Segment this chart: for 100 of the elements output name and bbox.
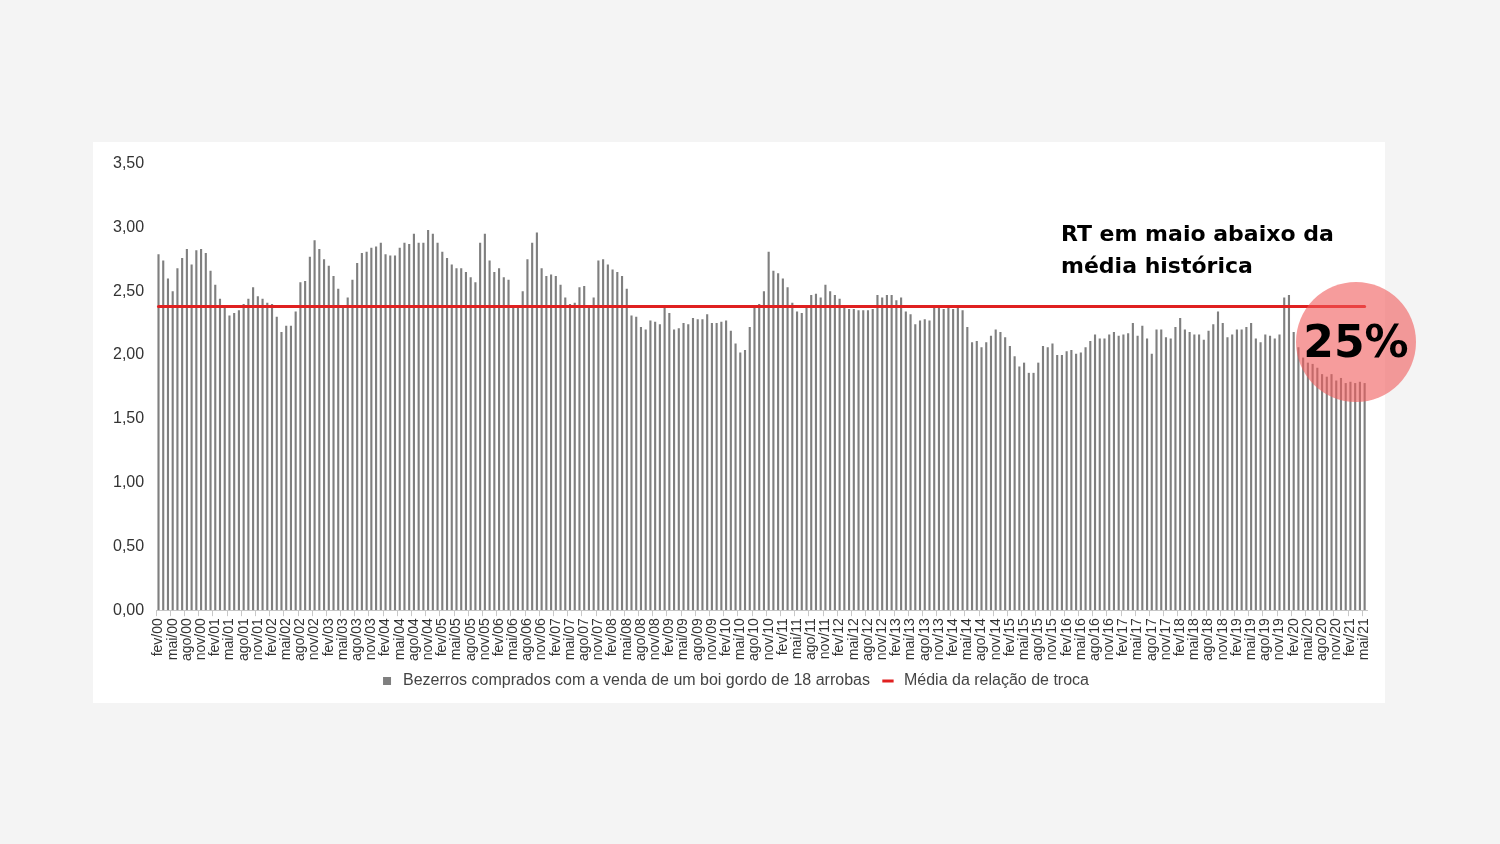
- bar: [1330, 374, 1333, 611]
- bar: [545, 275, 548, 611]
- bar: [356, 263, 359, 611]
- bar: [261, 298, 264, 611]
- bar: [1325, 376, 1328, 611]
- bar: [933, 306, 936, 611]
- x-tick-label: fev/07: [546, 617, 563, 657]
- y-tick-label: 3,00: [113, 217, 145, 235]
- bar: [436, 242, 439, 611]
- bar: [431, 233, 434, 611]
- bar: [185, 249, 188, 611]
- bar: [512, 305, 515, 611]
- bar: [673, 329, 676, 611]
- bar: [1046, 347, 1049, 611]
- bar: [606, 264, 609, 611]
- x-tick-label: ago/05: [461, 617, 478, 662]
- x-tick-label: mai/10: [731, 617, 748, 661]
- bar: [824, 284, 827, 611]
- bar: [952, 309, 955, 611]
- bar: [540, 268, 543, 611]
- x-tick-label: mai/20: [1298, 617, 1315, 661]
- bar: [587, 306, 590, 611]
- bar: [1041, 346, 1045, 611]
- bar: [483, 233, 486, 611]
- bar: [507, 279, 510, 611]
- x-tick-label: ago/15: [1029, 617, 1046, 662]
- bar: [1098, 338, 1101, 611]
- bar: [1268, 335, 1272, 611]
- x-tick-label: fev/17: [1114, 617, 1131, 657]
- bar: [630, 315, 633, 611]
- bar: [980, 347, 983, 611]
- y-tick-label: 0,00: [113, 600, 145, 618]
- bar: [833, 295, 836, 611]
- x-tick-label: fev/14: [943, 617, 960, 657]
- bar: [176, 268, 179, 611]
- bar: [762, 291, 765, 611]
- bar: [1075, 353, 1078, 611]
- bar: [498, 268, 501, 611]
- bar: [455, 268, 458, 611]
- bar: [1155, 329, 1158, 611]
- bar: [1013, 356, 1016, 611]
- bar: [739, 352, 742, 611]
- bar: [289, 325, 293, 611]
- x-tick-label: fev/13: [887, 617, 904, 657]
- bar: [1093, 334, 1097, 611]
- bar: [1287, 295, 1291, 611]
- bar: [412, 233, 415, 611]
- bar: [781, 278, 784, 611]
- y-tick-label: 3,50: [113, 154, 145, 172]
- x-tick-label: mai/02: [277, 617, 294, 661]
- bar: [1108, 334, 1111, 611]
- bar: [422, 242, 425, 611]
- x-tick-label: ago/17: [1142, 617, 1159, 662]
- bar: [1259, 342, 1262, 611]
- bar: [1145, 338, 1149, 611]
- bar: [1221, 323, 1224, 611]
- bar: [597, 260, 600, 611]
- bar: [318, 249, 321, 611]
- x-tick-label: fev/06: [489, 617, 506, 657]
- x-tick-label: nov/08: [646, 617, 663, 661]
- x-tick-label: nov/12: [873, 617, 890, 661]
- bar: [327, 265, 330, 611]
- x-tick-label: mai/00: [163, 617, 180, 661]
- bar: [814, 293, 818, 611]
- bar: [1008, 346, 1011, 611]
- bar: [294, 311, 297, 611]
- bar: [691, 317, 695, 611]
- bar: [474, 282, 477, 611]
- bar: [417, 242, 420, 611]
- bar: [1321, 374, 1324, 611]
- x-tick-label: ago/00: [177, 617, 194, 662]
- bar: [1122, 334, 1125, 611]
- bar: [1117, 335, 1120, 611]
- bar: [909, 314, 912, 611]
- bar: [214, 284, 217, 611]
- bar: [1084, 347, 1087, 611]
- bar: [247, 298, 250, 611]
- y-tick-label: 0,50: [113, 536, 145, 554]
- bar: [772, 270, 775, 611]
- bar: [1264, 334, 1267, 611]
- bar: [1297, 347, 1300, 611]
- bar: [460, 268, 463, 611]
- x-tick-label: mai/03: [333, 617, 350, 661]
- y-tick-label: 2,50: [113, 281, 145, 299]
- bar: [195, 250, 198, 611]
- bar: [275, 316, 278, 611]
- bar: [687, 324, 690, 611]
- bar: [1254, 338, 1257, 611]
- bar: [885, 295, 888, 611]
- bar: [800, 312, 803, 611]
- bar: [564, 297, 567, 611]
- bar: [535, 232, 538, 611]
- bar: [322, 259, 326, 611]
- bar: [252, 287, 255, 611]
- bar: [881, 297, 884, 611]
- x-tick-label: mai/15: [1014, 617, 1031, 661]
- bar: [999, 332, 1002, 611]
- bar: [204, 252, 207, 611]
- bar: [989, 335, 993, 611]
- bar: [725, 320, 728, 611]
